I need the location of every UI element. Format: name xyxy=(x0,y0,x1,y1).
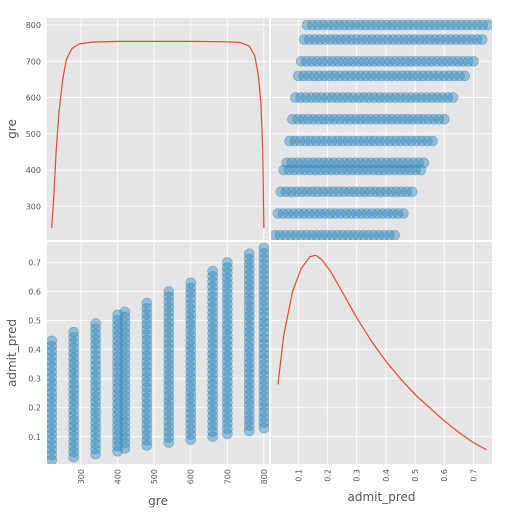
scatter-point xyxy=(466,19,478,31)
panel-admit-pred-vs-gre-background xyxy=(47,242,269,464)
scatter-point xyxy=(333,19,345,31)
tick-label-y-gre: 400 xyxy=(26,166,41,175)
scatter-point xyxy=(163,286,175,297)
tick-label-y-gre: 600 xyxy=(26,94,41,103)
x-axis-label-admit-pred: admit_pred xyxy=(348,490,416,504)
scatter-point xyxy=(413,19,425,31)
scatter-point xyxy=(450,19,462,31)
scatter-point xyxy=(381,19,393,31)
scatter-point xyxy=(424,19,435,31)
tick-label-y-gre: 700 xyxy=(26,57,41,66)
scatter-point xyxy=(445,19,457,31)
kde-line-admit-pred xyxy=(277,254,487,451)
scatter-point xyxy=(468,56,479,67)
scatter-point xyxy=(472,19,483,31)
scatter-point xyxy=(459,70,470,82)
scatter-point xyxy=(456,19,467,31)
scatter-point xyxy=(476,34,488,45)
scatter-point xyxy=(392,19,403,31)
scatter-point xyxy=(119,306,131,318)
scatter-point xyxy=(418,157,430,169)
scatter-point xyxy=(408,19,419,31)
scatter-point xyxy=(323,19,334,31)
scatter-point xyxy=(438,114,450,125)
scatter-point xyxy=(312,19,324,31)
scatter-point xyxy=(90,318,101,329)
tick-label-y-admit-pred: 0.7 xyxy=(28,259,41,268)
tick-label-y-gre: 500 xyxy=(26,130,41,139)
scatter-point xyxy=(47,454,58,464)
tick-label-y-admit-pred: 0.1 xyxy=(28,433,41,442)
scatter-point xyxy=(482,19,492,31)
tick-label-x-admit-pred: 0.6 xyxy=(440,469,449,482)
panel-gre-kde-background xyxy=(47,18,269,240)
tick-label-y-gre: 300 xyxy=(26,202,41,211)
scatter-point xyxy=(397,19,409,31)
tick-label-y-admit-pred: 0.6 xyxy=(28,288,41,297)
scatter-point xyxy=(434,19,446,31)
y-axis-label-gre: gre xyxy=(5,119,19,139)
tick-label-y-gre: 800 xyxy=(26,21,41,30)
scatter-point xyxy=(406,186,418,198)
tick-label-x-admit-pred: 0.5 xyxy=(411,469,420,482)
scatter-point xyxy=(68,326,79,338)
scatter-admit-pred-vs-gre xyxy=(47,242,269,464)
scatter-point xyxy=(461,19,473,31)
tick-label-x-gre: 700 xyxy=(223,469,232,484)
y-axis-label-admit-pred: admit_pred xyxy=(5,319,19,387)
scatter-point xyxy=(185,277,197,289)
scatter-point xyxy=(301,19,313,31)
tick-label-x-gre: 300 xyxy=(77,469,86,484)
scatter-point xyxy=(328,19,339,31)
scatter-point xyxy=(389,229,400,240)
scatter-point xyxy=(222,257,233,268)
tick-label-x-admit-pred: 0.4 xyxy=(382,469,391,482)
x-axis-label-gre: gre xyxy=(148,494,168,508)
scatter-point xyxy=(47,335,58,347)
tick-label-y-admit-pred: 0.2 xyxy=(28,404,41,413)
scatter-point xyxy=(207,265,218,277)
scatter-point xyxy=(307,19,318,31)
scatter-point xyxy=(355,19,366,31)
tick-label-y-admit-pred: 0.5 xyxy=(28,317,41,326)
scatter-point xyxy=(427,135,438,147)
scatter-point xyxy=(386,19,398,31)
panel-admit-pred-kde-background xyxy=(271,242,492,464)
scatter-point xyxy=(344,19,355,31)
scatter-point xyxy=(440,19,451,31)
scatter-point xyxy=(258,242,269,254)
scatter-point xyxy=(243,248,255,260)
tick-label-x-admit-pred: 0.2 xyxy=(324,469,333,482)
tick-label-x-gre: 800 xyxy=(260,469,269,484)
scatter-point xyxy=(339,19,350,31)
tick-label-x-admit-pred: 0.3 xyxy=(353,469,362,482)
scatter-point xyxy=(370,19,382,31)
tick-label-x-admit-pred: 0.7 xyxy=(469,469,478,482)
tick-label-x-gre: 500 xyxy=(150,469,159,484)
scatter-point xyxy=(477,19,488,31)
scatter-point xyxy=(317,19,329,31)
kde-line-gre xyxy=(51,40,265,229)
tick-label-y-admit-pred: 0.3 xyxy=(28,375,41,384)
panel-gre-vs-admit-pred-background xyxy=(271,18,492,240)
scatter-point xyxy=(398,208,409,219)
scatter-gre-vs-admit-pred xyxy=(271,19,492,240)
scatter-point xyxy=(447,92,459,103)
scatter-point xyxy=(349,19,361,31)
tick-label-y-admit-pred: 0.4 xyxy=(28,346,41,355)
scatter-point xyxy=(360,19,371,31)
scatter-point xyxy=(418,19,430,31)
scatter-point xyxy=(141,297,153,309)
scatter-point xyxy=(376,19,387,31)
scatter-point xyxy=(402,19,414,31)
tick-label-x-gre: 600 xyxy=(187,469,196,484)
tick-label-x-admit-pred: 0.1 xyxy=(294,469,303,482)
scatter-point xyxy=(365,19,377,31)
tick-label-x-gre: 400 xyxy=(114,469,123,484)
scatter-point xyxy=(429,19,441,31)
